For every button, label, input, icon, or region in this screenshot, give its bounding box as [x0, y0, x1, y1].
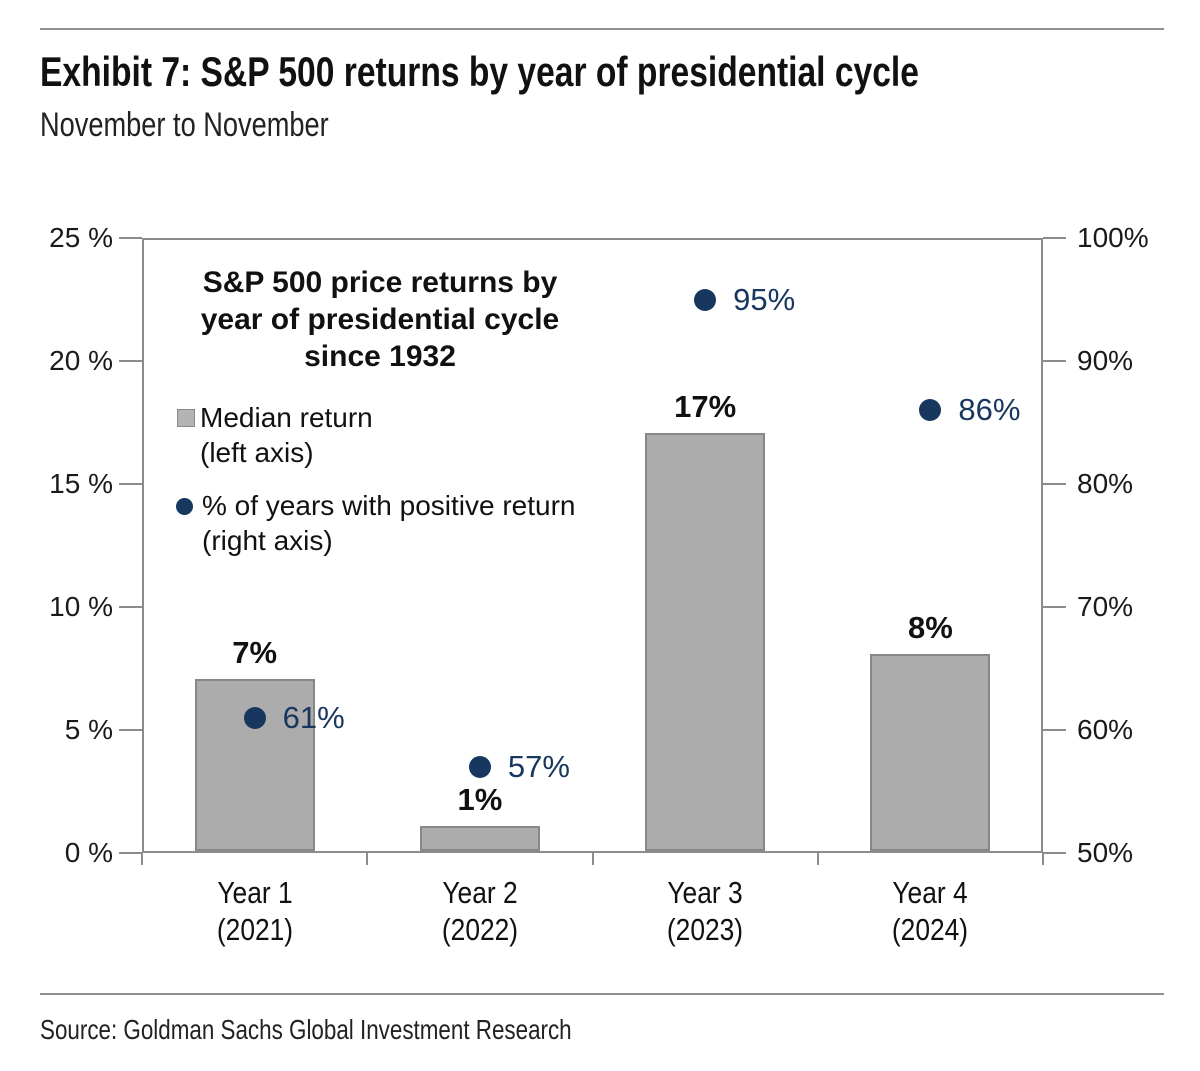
bottom-divider	[40, 993, 1164, 995]
left-axis-tick-label: 5 %	[64, 714, 113, 745]
bar-value-label: 17%	[674, 388, 737, 424]
x-axis-tick	[591, 853, 594, 865]
top-divider	[40, 28, 1164, 30]
page-title: Exhibit 7: S&P 500 returns by year of pr…	[40, 48, 1139, 96]
left-axis-tick	[119, 606, 142, 608]
dot-value-label: 57%	[507, 748, 570, 784]
median-return-bar	[194, 678, 315, 851]
left-axis-tick-label: 0 %	[64, 837, 113, 868]
legend-median-return-square-icon	[177, 409, 195, 427]
positive-return-dot	[919, 399, 942, 422]
dot-value-label: 86%	[958, 392, 1021, 428]
x-axis-category-label: Year 1 (2021)	[216, 875, 293, 947]
median-return-bar	[645, 432, 766, 851]
right-axis-tick	[1043, 360, 1066, 362]
left-axis-tick-label: 10 %	[49, 591, 113, 622]
right-axis-tick	[1043, 852, 1066, 854]
right-axis-tick-label: 80%	[1077, 468, 1134, 499]
page-subtitle: November to November	[40, 106, 401, 145]
bar-value-label: 7%	[232, 634, 278, 670]
x-axis-category-label: Year 2 (2022)	[441, 875, 518, 947]
plot-area	[142, 238, 1043, 853]
source-line: Source: Goldman Sachs Global Investment …	[40, 1014, 705, 1046]
dot-value-label: 61%	[282, 699, 345, 735]
x-axis-category-label: Year 3 (2023)	[667, 875, 744, 947]
right-axis-tick	[1043, 483, 1066, 485]
dot-value-label: 95%	[733, 281, 796, 317]
legend-positive-return-circle-icon	[176, 498, 193, 515]
right-axis-tick	[1043, 237, 1066, 239]
median-return-bar	[419, 826, 540, 851]
x-axis-tick	[366, 853, 369, 865]
bar-value-label: 8%	[907, 610, 953, 646]
left-axis-tick-label: 20 %	[49, 345, 113, 376]
left-axis-tick	[119, 237, 142, 239]
left-axis-tick	[119, 852, 142, 854]
chart-inner-title: S&P 500 price returns by year of preside…	[200, 266, 560, 373]
bar-value-label: 1%	[457, 782, 503, 818]
x-axis-category-label: Year 4 (2024)	[892, 875, 969, 947]
page-title-text: Exhibit 7: S&P 500 returns by year of pr…	[40, 48, 919, 95]
right-axis-tick-label: 100%	[1077, 222, 1149, 253]
legend-median-return-label: Median return (left axis)	[200, 402, 373, 468]
median-return-bar	[870, 654, 991, 851]
x-axis-tick	[1042, 853, 1044, 865]
page-subtitle-text: November to November	[40, 106, 329, 144]
right-axis-tick-label: 50%	[1077, 837, 1134, 868]
right-axis-tick-label: 90%	[1077, 345, 1134, 376]
x-axis-tick	[141, 853, 143, 865]
right-axis-tick	[1043, 606, 1066, 608]
positive-return-dot	[243, 706, 266, 729]
legend-positive-return-label: % of years with positive return (right a…	[202, 490, 576, 556]
positive-return-dot	[468, 755, 491, 778]
positive-return-dot	[694, 288, 717, 311]
left-axis-tick	[119, 729, 142, 731]
right-axis-tick-label: 60%	[1077, 714, 1134, 745]
left-axis-tick-label: 15 %	[49, 468, 113, 499]
source-text: Source: Goldman Sachs Global Investment …	[40, 1014, 572, 1045]
right-axis-tick-label: 70%	[1077, 591, 1134, 622]
left-axis-tick-label: 25 %	[49, 222, 113, 253]
left-axis-tick	[119, 483, 142, 485]
left-axis-tick	[119, 360, 142, 362]
x-axis-tick	[816, 853, 819, 865]
right-axis-tick	[1043, 729, 1066, 731]
